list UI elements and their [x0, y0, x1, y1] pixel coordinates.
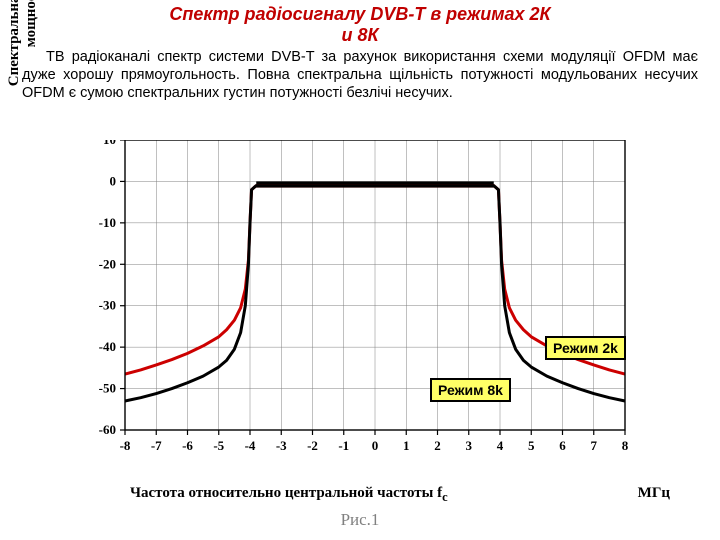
svg-text:-50: -50: [99, 381, 116, 396]
svg-text:7: 7: [591, 438, 598, 453]
svg-text:-20: -20: [99, 256, 116, 271]
svg-text:-1: -1: [338, 438, 349, 453]
svg-text:-60: -60: [99, 422, 116, 437]
svg-text:-5: -5: [213, 438, 224, 453]
chart-container: -8-7-6-5-4-3-2-1012345678-60-50-40-30-20…: [70, 140, 680, 500]
slide-title: Спектр радіосигналу DVB-T в режимах 2К и…: [0, 4, 720, 45]
svg-text:-2: -2: [307, 438, 318, 453]
svg-text:-8: -8: [120, 438, 131, 453]
chart-y-axis-label: Спектральная плотность мощности, dB: [6, 0, 40, 150]
svg-text:-10: -10: [99, 215, 116, 230]
svg-text:-40: -40: [99, 339, 116, 354]
svg-text:-6: -6: [182, 438, 193, 453]
slide-body-text: ТВ радіоканалі спектр системи DVB-T за р…: [22, 48, 698, 102]
legend-режим-8k: Режим 8k: [430, 378, 511, 402]
svg-text:6: 6: [559, 438, 566, 453]
chart-caption: Рис.1: [0, 510, 720, 530]
chart-x-axis-label: Частота относительно центральной частоты…: [130, 485, 448, 505]
svg-text:0: 0: [110, 173, 117, 188]
svg-text:8: 8: [622, 438, 629, 453]
svg-text:5: 5: [528, 438, 535, 453]
svg-text:10: 10: [103, 140, 116, 147]
svg-text:3: 3: [466, 438, 473, 453]
svg-text:1: 1: [403, 438, 410, 453]
svg-text:-7: -7: [151, 438, 162, 453]
svg-text:0: 0: [372, 438, 379, 453]
svg-text:4: 4: [497, 438, 504, 453]
chart-x-axis-label-row: Частота относительно центральной частоты…: [130, 485, 670, 505]
spectrum-chart: -8-7-6-5-4-3-2-1012345678-60-50-40-30-20…: [70, 140, 675, 470]
svg-text:-30: -30: [99, 298, 116, 313]
svg-text:-4: -4: [245, 438, 256, 453]
chart-x-axis-unit: МГц: [638, 485, 670, 505]
legend-режим-2k: Режим 2k: [545, 336, 626, 360]
svg-text:-3: -3: [276, 438, 287, 453]
svg-text:2: 2: [434, 438, 441, 453]
